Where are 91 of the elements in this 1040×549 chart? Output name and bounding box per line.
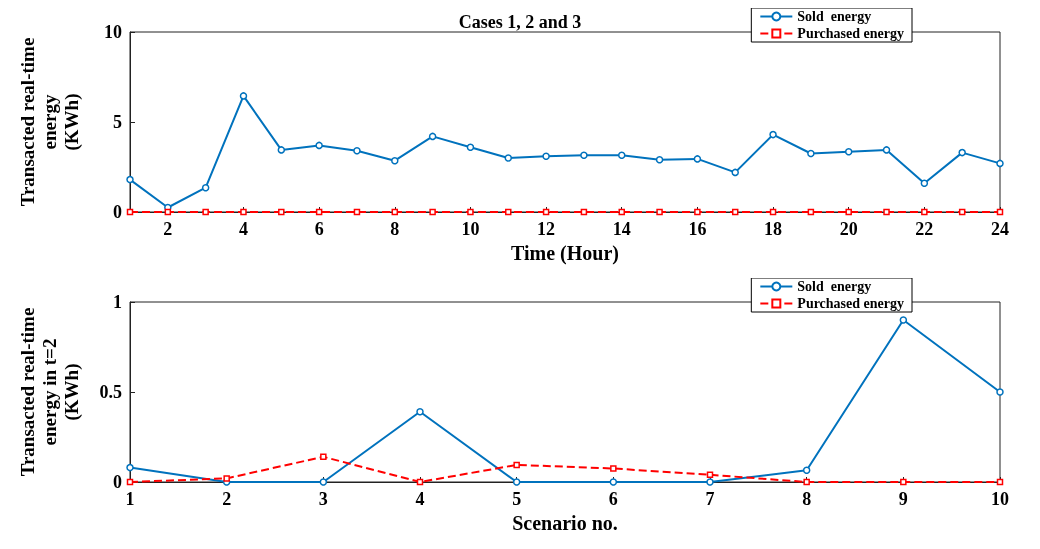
point: [769, 208, 777, 216]
point: [319, 478, 328, 486]
point: [958, 208, 966, 216]
point: [201, 183, 210, 192]
x-tick-label: 6: [608, 489, 618, 509]
point: [580, 151, 588, 160]
x-axis-title: Scenario no.: [512, 511, 618, 534]
point: [239, 92, 248, 100]
point: [320, 453, 327, 461]
x-tick-label: 18: [764, 219, 783, 239]
point: [802, 466, 811, 475]
x-tick-label: 6: [314, 219, 324, 239]
point: [278, 208, 285, 216]
x-tick-label: 14: [612, 219, 631, 239]
point: [542, 152, 550, 160]
point: [844, 147, 853, 156]
x-tick-label: 4: [415, 489, 425, 509]
point: [391, 156, 399, 165]
point: [610, 465, 617, 472]
point: [504, 154, 513, 162]
point: [958, 148, 966, 157]
point: [202, 208, 209, 216]
point: [315, 208, 323, 216]
point: [996, 388, 1004, 396]
x-tick-label: 24: [991, 219, 1009, 239]
point: [466, 143, 475, 151]
point: [882, 146, 891, 154]
x-tick-label: 12: [537, 219, 556, 239]
x-tick-label: 9: [898, 489, 908, 509]
x-tick-label: 2: [222, 489, 232, 509]
point: [807, 208, 815, 216]
x-axis-title: Time (Hour): [511, 241, 619, 265]
point: [428, 132, 437, 141]
point: [731, 208, 739, 216]
y-axis-title: Transacted real-time energy in t=2 (KWh): [16, 307, 83, 477]
x-tick-label: 7: [705, 489, 715, 509]
legend-label: Purchased energy: [797, 26, 905, 41]
point: [706, 471, 714, 479]
point: [542, 208, 550, 216]
point: [609, 478, 618, 486]
point: [277, 146, 286, 154]
y-tick-label: 10: [104, 22, 122, 42]
point: [899, 316, 908, 324]
point: [693, 155, 702, 163]
point: [656, 208, 663, 216]
point: [996, 159, 1004, 168]
point: [505, 208, 512, 216]
legend-label: Sold energy: [797, 279, 872, 294]
point: [126, 208, 134, 216]
point: [416, 408, 424, 416]
point: [164, 208, 172, 216]
point: [769, 130, 777, 139]
point: [883, 208, 890, 216]
point: [429, 208, 436, 216]
x-tick-label: 8: [802, 489, 812, 509]
y-tick-label: 1: [113, 292, 122, 312]
x-tick-label: 22: [915, 219, 934, 239]
point: [920, 179, 929, 187]
point: [513, 461, 520, 469]
point: [126, 463, 134, 472]
point: [618, 151, 626, 160]
x-tick-label: 10: [991, 489, 1009, 509]
y-tick-label: 0: [113, 202, 122, 222]
y-tick-label: 0: [113, 472, 122, 492]
point: [126, 478, 134, 486]
x-tick-label: 10: [461, 219, 480, 239]
point: [655, 156, 664, 164]
point: [580, 208, 588, 216]
y-tick-label: 5: [113, 112, 122, 132]
chart-title: Cases 1, 2 and 3: [458, 12, 582, 32]
x-tick-label: 16: [688, 219, 707, 239]
x-tick-label: 5: [512, 489, 522, 509]
x-tick-label: 2: [163, 219, 173, 239]
legend-label: Sold energy: [797, 9, 872, 24]
point: [416, 478, 424, 486]
y-axis-title: Transacted real-time energy (KWh): [16, 37, 83, 207]
x-tick-label: 8: [390, 219, 400, 239]
legend-label: Purchased energy: [797, 296, 905, 311]
y-tick-label: 0.5: [99, 382, 122, 402]
point: [353, 208, 361, 216]
x-tick-label: 4: [238, 219, 248, 239]
point: [512, 478, 521, 486]
x-tick-label: 3: [318, 489, 328, 509]
point: [731, 168, 739, 177]
point: [706, 478, 714, 486]
point: [353, 147, 361, 155]
point: [807, 149, 815, 158]
point: [126, 175, 134, 184]
x-tick-label: 20: [839, 219, 858, 239]
point: [315, 141, 323, 150]
point: [391, 208, 399, 216]
